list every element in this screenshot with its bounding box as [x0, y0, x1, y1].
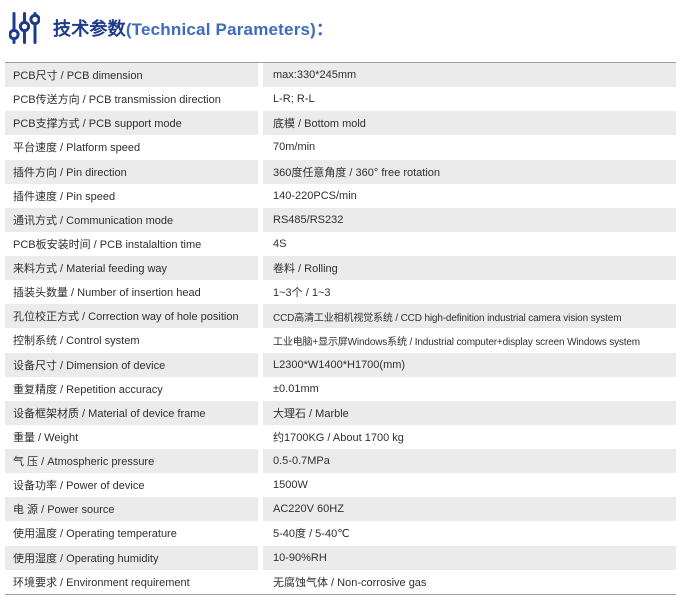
- table-row: 重量 / Weight 约1700KG / About 1700 kg: [5, 424, 676, 449]
- param-label: 设备功率 / Power of device: [13, 480, 145, 493]
- param-label: 通讯方式 / Communication mode: [5, 207, 258, 232]
- table-row: 插件方向 / Pin direction 360度任意角度 / 360° fre…: [5, 159, 676, 184]
- param-label: 环境要求 / Environment requirement: [13, 576, 190, 589]
- param-label: 重量 / Weight: [13, 431, 79, 444]
- section-header: 技术参数(Technical Parameters)：: [0, 0, 682, 44]
- table-row: PCB尺寸 / PCB dimension max:330*245mm: [5, 63, 676, 88]
- table-row: 平台速度 / Platform speed 70m/min: [5, 135, 676, 160]
- table-row: 电 源 / Power source AC220V 60HZ: [5, 497, 676, 522]
- table-row: 设备尺寸 / Dimension of device L2300*W1400*H…: [5, 352, 676, 377]
- table-row: 使用温度 / Operating temperature 5-40度 / 5-4…: [5, 521, 676, 546]
- param-label: 控制系统 / Control system: [13, 335, 140, 348]
- param-value: 5-40度 / 5-40℃: [273, 528, 350, 541]
- param-value: 约1700KG / About 1700 kg: [273, 431, 404, 444]
- param-value: 大理石 / Marble: [263, 400, 676, 425]
- param-label: 使用湿度 / Operating humidity: [5, 545, 258, 570]
- param-value: 0.5-0.7MPa: [263, 449, 676, 474]
- table-row: 孔位校正方式 / Correction way of hole position…: [5, 304, 676, 329]
- param-label: PCB尺寸 / PCB dimension: [5, 63, 258, 88]
- param-value: L2300*W1400*H1700(mm): [263, 352, 676, 377]
- param-label: 插件速度 / Pin speed: [13, 190, 116, 203]
- param-value: 360度任意角度 / 360° free rotation: [263, 159, 676, 184]
- param-label: 重复精度 / Repetition accuracy: [13, 383, 163, 396]
- param-label: 气 压 / Atmospheric pressure: [5, 449, 258, 474]
- parameters-table: PCB尺寸 / PCB dimension max:330*245mm PCB传…: [5, 62, 676, 595]
- table-row: PCB支撑方式 / PCB support mode 底模 / Bottom m…: [5, 111, 676, 136]
- param-label: 使用温度 / Operating temperature: [13, 528, 177, 541]
- param-value: RS485/RS232: [263, 207, 676, 232]
- table-row: 插件速度 / Pin speed 140-220PCS/min: [5, 183, 676, 208]
- param-value: 4S: [273, 237, 287, 250]
- table-row: PCB传送方向 / PCB transmission direction L-R…: [5, 87, 676, 112]
- param-label: 插装头数量 / Number of insertion head: [13, 287, 201, 300]
- param-value: AC220V 60HZ: [263, 497, 676, 522]
- table-row: 设备框架材质 / Material of device frame 大理石 / …: [5, 400, 676, 425]
- param-label: 平台速度 / Platform speed: [13, 142, 141, 155]
- table-row: 气 压 / Atmospheric pressure 0.5-0.7MPa: [5, 449, 676, 474]
- page-title-chinese: 技术参数: [53, 19, 126, 39]
- param-value: 工业电脑+显示屏Windows系统 / Industrial computer+…: [273, 336, 640, 348]
- param-value: 1~3个 / 1~3: [273, 287, 331, 300]
- param-value: max:330*245mm: [263, 63, 676, 88]
- param-value: 无腐蚀气体 / Non-corrosive gas: [273, 576, 427, 589]
- table-row: 重复精度 / Repetition accuracy ±0.01mm: [5, 376, 676, 401]
- param-value: L-R; R-L: [273, 93, 315, 106]
- param-label: 设备框架材质 / Material of device frame: [5, 400, 258, 425]
- param-value: 1500W: [273, 479, 308, 492]
- table-row: 插装头数量 / Number of insertion head 1~3个 / …: [5, 280, 676, 305]
- param-value: 140-220PCS/min: [273, 189, 357, 202]
- param-label: 插件方向 / Pin direction: [5, 159, 258, 184]
- param-label: 电 源 / Power source: [5, 497, 258, 522]
- table-row: 环境要求 / Environment requirement 无腐蚀气体 / N…: [5, 569, 676, 594]
- param-label: PCB板安装时间 / PCB instalaltion time: [13, 238, 202, 251]
- param-label: PCB支撑方式 / PCB support mode: [5, 111, 258, 136]
- param-value: 70m/min: [273, 141, 316, 154]
- table-row: 控制系统 / Control system 工业电脑+显示屏Windows系统 …: [5, 328, 676, 353]
- param-label: 孔位校正方式 / Correction way of hole position: [5, 304, 258, 329]
- page-title: 技术参数(Technical Parameters)：: [53, 15, 333, 41]
- table-row: 设备功率 / Power of device 1500W: [5, 473, 676, 498]
- param-label: 来料方式 / Material feeding way: [5, 256, 258, 281]
- page-title-english: (Technical Parameters)：: [125, 20, 334, 39]
- param-label: PCB传送方向 / PCB transmission direction: [13, 94, 221, 107]
- table-row: 使用湿度 / Operating humidity 10-90%RH: [5, 545, 676, 570]
- param-value: 卷料 / Rolling: [263, 256, 676, 281]
- param-value: CCD高清工业相机视觉系统 / CCD high-definition indu…: [263, 304, 676, 329]
- param-label: 设备尺寸 / Dimension of device: [5, 352, 258, 377]
- table-row: 来料方式 / Material feeding way 卷料 / Rolling: [5, 256, 676, 281]
- param-value: 10-90%RH: [263, 545, 676, 570]
- sliders-icon: [9, 11, 40, 45]
- table-row: 通讯方式 / Communication mode RS485/RS232: [5, 207, 676, 232]
- param-value: ±0.01mm: [273, 382, 319, 395]
- table-row: PCB板安装时间 / PCB instalaltion time 4S: [5, 231, 676, 256]
- param-value: 底模 / Bottom mold: [263, 111, 676, 136]
